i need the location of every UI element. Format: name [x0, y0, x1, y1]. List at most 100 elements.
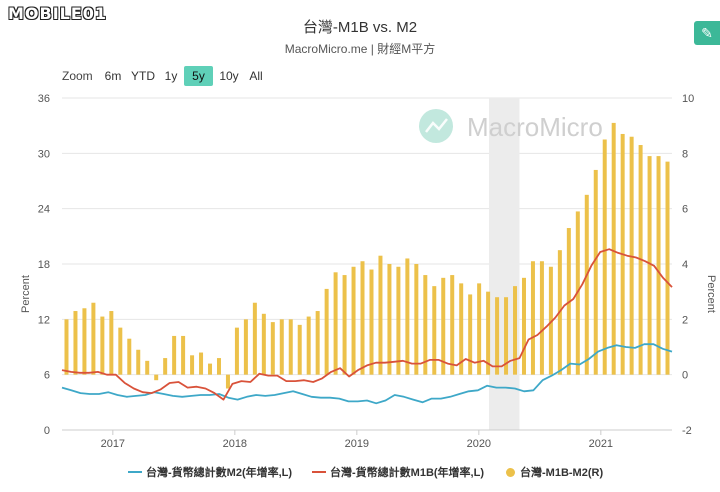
bar: [127, 338, 132, 375]
pencil-icon: ✎: [701, 25, 713, 41]
mobile01-logo: MOBILE01: [8, 4, 108, 23]
bar: [73, 311, 78, 375]
bar: [136, 349, 141, 375]
legend-swatch-m2: [128, 471, 142, 473]
left-tick-label: 12: [38, 314, 50, 326]
bar: [665, 161, 670, 375]
bar: [243, 319, 248, 375]
right-tick-label: 6: [682, 204, 688, 216]
bar: [405, 258, 410, 375]
left-tick-label: 6: [44, 370, 50, 382]
chart-subtitle: MacroMicro.me | 財經M平方: [284, 42, 436, 56]
bar: [387, 264, 392, 375]
right-tick-label: 8: [682, 148, 688, 160]
bar: [468, 294, 473, 375]
bar: [288, 319, 293, 375]
zoom-ytd-button[interactable]: YTD: [131, 69, 155, 83]
left-tick-label: 18: [38, 259, 50, 271]
line-m1b: [61, 248, 673, 401]
bar: [225, 374, 230, 389]
left-tick-label: 0: [44, 425, 50, 437]
x-tick-label: 2020: [467, 438, 491, 450]
bar: [261, 313, 266, 375]
bar: [513, 286, 518, 375]
right-tick-label: 10: [682, 93, 694, 105]
legend-label-m1b-m2: 台灣-M1B-M2(R): [520, 467, 604, 479]
bar: [450, 275, 455, 375]
bar: [190, 355, 195, 375]
watermark-text: MacroMicro: [467, 112, 603, 142]
bar: [477, 283, 482, 375]
zoom-5y-button[interactable]: 5y: [184, 66, 213, 86]
zoom-all-button[interactable]: All: [249, 69, 263, 83]
bar: [279, 319, 284, 375]
watermark: MacroMicro: [419, 109, 603, 143]
grid: [62, 97, 672, 431]
bar: [647, 156, 652, 375]
bar: [234, 327, 239, 375]
bar: [333, 272, 338, 375]
bar: [414, 264, 419, 375]
legend-item-m1b[interactable]: 台灣-貨幣總計數M1B(年增率,L): [312, 464, 484, 480]
x-tick-label: 2017: [101, 438, 125, 450]
left-tick-label: 30: [38, 148, 50, 160]
left-axis-title: Percent: [20, 275, 32, 313]
bar: [521, 277, 526, 375]
bar: [369, 269, 374, 375]
bar: [584, 194, 589, 375]
left-tick-label: 24: [38, 204, 50, 216]
bar: [441, 277, 446, 375]
right-tick-label: 4: [682, 259, 688, 271]
bar: [82, 308, 87, 375]
line-series: [61, 248, 673, 405]
bar: [172, 335, 177, 375]
chart-title: 台灣-M1B vs. M2: [302, 19, 418, 36]
zoom-10y-button[interactable]: 10y: [219, 69, 239, 83]
bar: [423, 275, 428, 375]
bar: [208, 363, 213, 375]
bar: [351, 266, 356, 375]
bar: [109, 311, 114, 375]
legend-item-m1b-m2[interactable]: 台灣-M1B-M2(R): [506, 464, 603, 480]
bar: [495, 297, 500, 375]
bar: [548, 266, 553, 375]
right-tick-label: -2: [682, 425, 692, 437]
line-m2: [61, 343, 673, 405]
left-tick-label: 36: [38, 93, 50, 105]
zoom-6m-button[interactable]: 6m: [104, 69, 122, 83]
right-tick-label: 2: [682, 314, 688, 326]
bar: [593, 169, 598, 375]
bar: [252, 302, 257, 375]
bar: [216, 358, 221, 375]
bar: [64, 319, 69, 375]
bar: [656, 156, 661, 375]
bar: [91, 302, 96, 375]
bar: [396, 266, 401, 375]
legend-item-m2[interactable]: 台灣-貨幣總計數M2(年增率,L): [128, 464, 292, 480]
legend-label-m1b: 台灣-貨幣總計數M1B(年增率,L): [330, 467, 484, 479]
shade-rect: [489, 98, 520, 430]
x-tick-label: 2018: [223, 438, 247, 450]
edit-button[interactable]: ✎: [694, 21, 720, 45]
legend: 台灣-貨幣總計數M2(年增率,L) 台灣-貨幣總計數M1B(年增率,L) 台灣-…: [0, 464, 720, 482]
bar: [432, 286, 437, 375]
bar: [360, 261, 365, 375]
bar: [306, 316, 311, 375]
bar: [486, 291, 491, 375]
bar-series: [64, 122, 670, 389]
bar: [530, 261, 535, 375]
bar: [504, 297, 509, 375]
bar: [199, 352, 204, 375]
right-axis-title: Percent: [705, 275, 717, 313]
legend-swatch-m1b: [312, 471, 326, 473]
bar: [145, 360, 150, 375]
bar: [181, 335, 186, 375]
bar: [163, 358, 168, 375]
bar: [324, 288, 329, 375]
zoom-1y-button[interactable]: 1y: [164, 69, 178, 83]
bar: [342, 275, 347, 375]
bar: [602, 139, 607, 375]
legend-label-m2: 台灣-貨幣總計數M2(年增率,L): [146, 467, 293, 479]
